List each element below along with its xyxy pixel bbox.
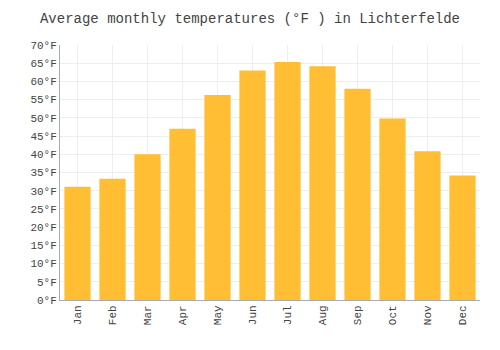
svg-text:50°F: 50°F	[30, 113, 56, 125]
svg-text:Oct: Oct	[387, 305, 399, 325]
svg-text:Mar: Mar	[142, 305, 154, 325]
svg-text:May: May	[212, 305, 224, 325]
svg-text:15°F: 15°F	[30, 240, 56, 252]
svg-text:70°F: 70°F	[30, 40, 56, 52]
svg-text:Jul: Jul	[282, 305, 294, 325]
svg-text:55°F: 55°F	[30, 94, 56, 106]
svg-text:40°F: 40°F	[30, 149, 56, 161]
svg-text:20°F: 20°F	[30, 222, 56, 234]
svg-text:Average monthly temperatures (: Average monthly temperatures (°F ) in Li…	[40, 11, 460, 27]
svg-text:45°F: 45°F	[30, 131, 56, 143]
svg-text:Jun: Jun	[247, 305, 259, 325]
svg-text:Sep: Sep	[352, 305, 364, 325]
svg-text:65°F: 65°F	[30, 58, 56, 70]
svg-text:5°F: 5°F	[37, 277, 57, 289]
svg-text:Dec: Dec	[457, 305, 469, 325]
svg-text:25°F: 25°F	[30, 204, 56, 216]
svg-text:10°F: 10°F	[30, 258, 56, 270]
svg-text:60°F: 60°F	[30, 76, 56, 88]
svg-text:Aug: Aug	[317, 305, 329, 325]
svg-text:0°F: 0°F	[37, 295, 57, 307]
svg-text:30°F: 30°F	[30, 186, 56, 198]
svg-text:Jan: Jan	[72, 305, 84, 325]
svg-text:Feb: Feb	[107, 305, 119, 325]
svg-text:Nov: Nov	[422, 305, 434, 325]
svg-text:35°F: 35°F	[30, 167, 56, 179]
svg-text:Apr: Apr	[177, 305, 189, 325]
